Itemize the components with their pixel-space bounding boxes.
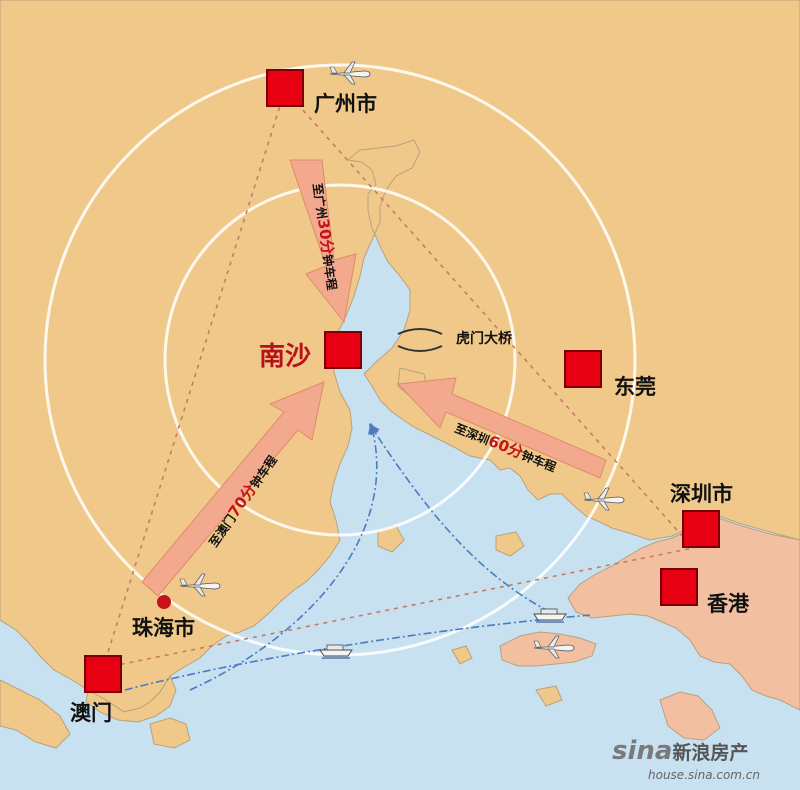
- city-label-hongkong: 香港: [707, 592, 749, 616]
- island: [535, 685, 563, 707]
- city-label-nansha: 南沙: [259, 342, 312, 372]
- macau-peninsula: [85, 674, 177, 723]
- drive-arrow-shenzhen: [396, 377, 607, 479]
- city-label-zhuhai: 珠海市: [132, 616, 195, 640]
- west-land: [0, 679, 71, 749]
- watermark-url: house.sina.com.cn: [648, 768, 761, 782]
- city-label-shenzhen: 深圳市: [670, 482, 733, 506]
- city-label-macau: 澳门: [70, 701, 112, 725]
- city-connection-lines: [102, 89, 694, 669]
- bridge-icon: [397, 328, 443, 352]
- sina-logo: sina新浪房产: [612, 736, 749, 766]
- city-label-dongguan: 东莞: [614, 375, 656, 399]
- hk-south-island: [659, 691, 721, 741]
- island: [495, 531, 525, 557]
- city-label-guangzhou: 广州市: [314, 92, 377, 116]
- sea-routes: [124, 422, 591, 691]
- inner-ring: [163, 183, 517, 537]
- island: [451, 645, 473, 665]
- city-marker-icon: [84, 69, 720, 693]
- drive-arrow-zhuhai: [141, 381, 325, 597]
- drive-arrow-guangzhou: [289, 159, 357, 324]
- bridge-label: 虎门大桥: [456, 331, 512, 347]
- zhuhai-dot: [157, 595, 171, 609]
- taipa-island: [149, 717, 191, 749]
